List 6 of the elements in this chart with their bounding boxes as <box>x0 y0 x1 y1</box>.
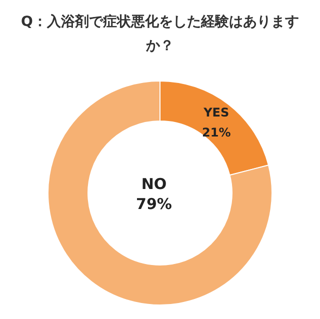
data-label: 21% <box>202 125 231 140</box>
data-label: 79% <box>136 195 172 213</box>
chart-title: Q：入浴剤で症状悪化をした経験はありますか？ <box>20 12 300 56</box>
slice-label: YES <box>202 105 230 120</box>
slice-label: NO <box>141 175 167 193</box>
donut-slice <box>48 80 272 306</box>
